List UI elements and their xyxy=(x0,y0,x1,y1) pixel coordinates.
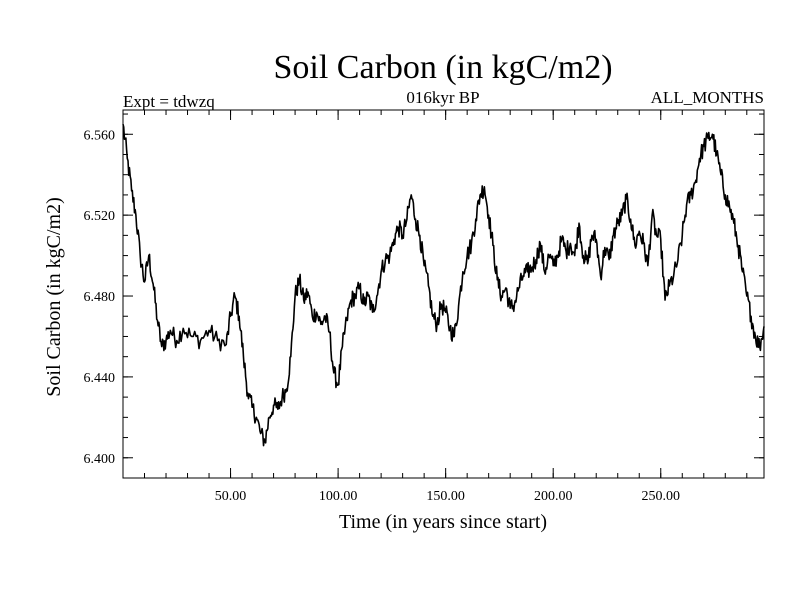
y-axis-ticks xyxy=(123,113,764,479)
y-tick-label: 6.440 xyxy=(84,371,116,386)
x-tick-label: 50.00 xyxy=(215,489,247,504)
x-axis-ticks xyxy=(144,110,748,478)
plot-frame xyxy=(122,109,765,479)
months-label: ALL_MONTHS xyxy=(651,88,764,107)
x-tick-label: 100.00 xyxy=(319,489,358,504)
y-tick-label: 6.520 xyxy=(84,209,116,224)
experiment-label: Expt = tdwzq xyxy=(123,92,215,111)
x-axis-label: Time (in years since start) xyxy=(339,511,547,533)
x-axis-tick-labels: 50.00 100.00 150.00 200.00 250.00 xyxy=(215,489,680,504)
x-tick-label: 250.00 xyxy=(642,489,681,504)
y-tick-label: 6.480 xyxy=(84,290,116,305)
y-axis-tick-labels: 6.400 6.440 6.480 6.520 6.560 xyxy=(84,128,116,467)
x-tick-label: 150.00 xyxy=(426,489,465,504)
soil-carbon-series-line xyxy=(122,123,765,447)
period-label: 016kyr BP xyxy=(406,88,479,107)
x-tick-label: 200.00 xyxy=(534,489,573,504)
y-axis-label: Soil Carbon (in kgC/m2) xyxy=(43,197,65,396)
y-tick-label: 6.560 xyxy=(84,128,116,143)
y-tick-label: 6.400 xyxy=(84,452,116,467)
chart-title: Soil Carbon (in kgC/m2) xyxy=(273,49,612,86)
